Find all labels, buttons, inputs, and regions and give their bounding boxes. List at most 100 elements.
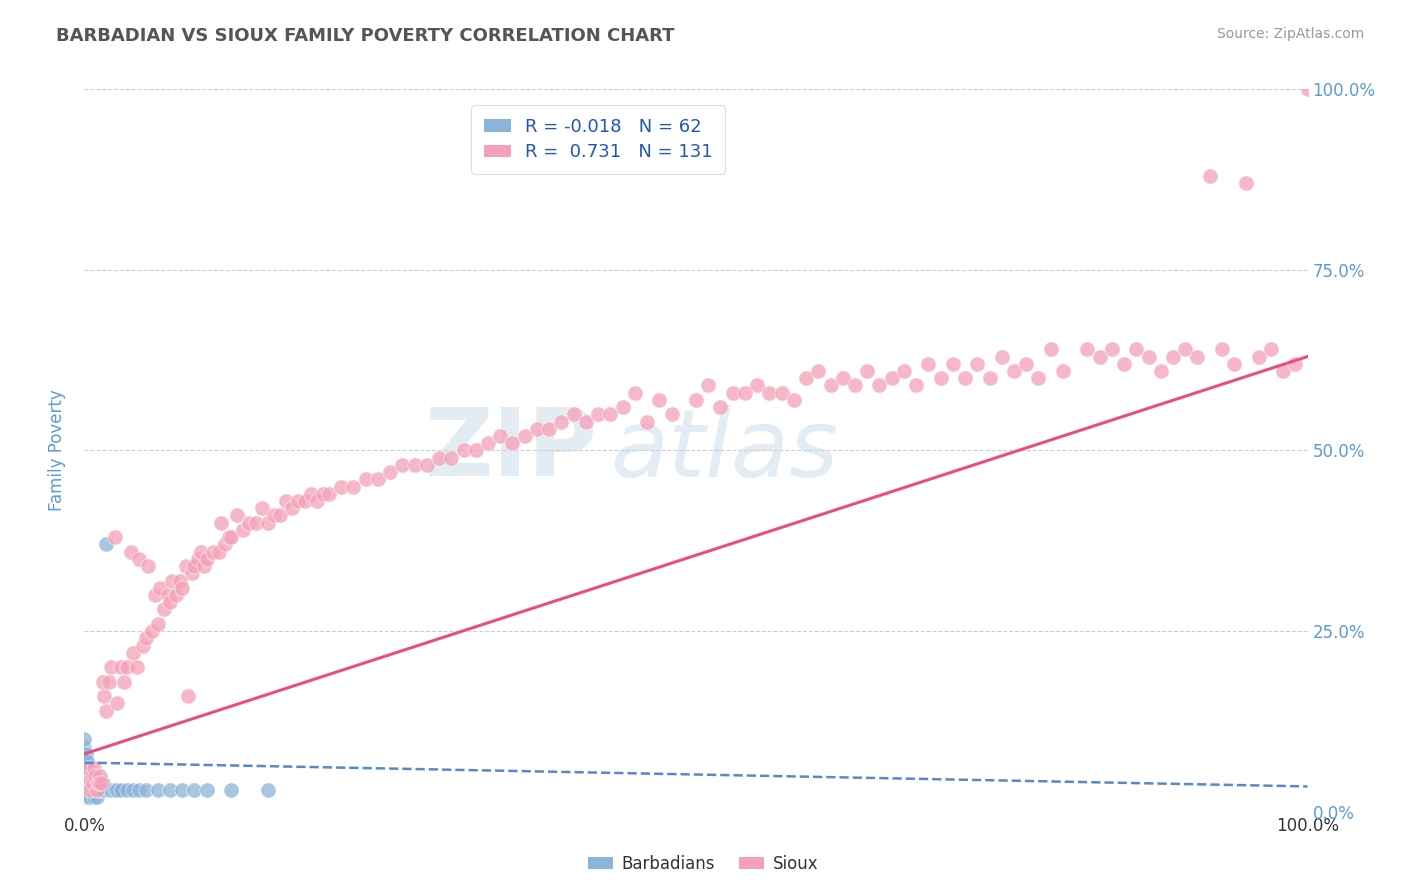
Point	[83, 790, 105, 805]
Point	[367, 472, 389, 486]
Text: atlas: atlas	[610, 405, 838, 496]
Point	[294, 494, 316, 508]
Point	[73, 754, 96, 768]
Point	[747, 378, 769, 392]
Point	[856, 364, 879, 378]
Point	[238, 516, 260, 530]
Point	[966, 357, 988, 371]
Point	[195, 783, 218, 797]
Point	[844, 378, 866, 392]
Point	[636, 415, 658, 429]
Point	[82, 776, 104, 790]
Point	[195, 551, 218, 566]
Point	[75, 790, 97, 805]
Point	[1236, 176, 1258, 190]
Point	[893, 364, 915, 378]
Point	[1150, 364, 1173, 378]
Point	[76, 790, 98, 805]
Point	[1114, 357, 1136, 371]
Point	[391, 458, 413, 472]
Point	[96, 704, 118, 718]
Point	[1101, 343, 1123, 357]
Point	[979, 371, 1001, 385]
Point	[562, 407, 585, 421]
Point	[502, 436, 524, 450]
Point	[93, 783, 115, 797]
Point	[76, 769, 98, 783]
Point	[125, 660, 148, 674]
Point	[146, 783, 169, 797]
Point	[526, 422, 548, 436]
Point	[91, 674, 114, 689]
Point	[73, 761, 96, 775]
Point	[953, 371, 976, 385]
Point	[187, 551, 209, 566]
Point	[128, 783, 150, 797]
Point	[624, 385, 647, 400]
Point	[354, 472, 377, 486]
Point	[880, 371, 903, 385]
Point	[86, 790, 108, 805]
Point	[87, 776, 110, 790]
Point	[312, 487, 335, 501]
Point	[77, 776, 100, 790]
Point	[416, 458, 439, 472]
Point	[153, 602, 176, 616]
Point	[201, 544, 224, 558]
Point	[87, 783, 110, 797]
Point	[1088, 350, 1111, 364]
Point	[612, 400, 634, 414]
Point	[105, 783, 128, 797]
Point	[489, 429, 512, 443]
Point	[112, 674, 135, 689]
Point	[100, 660, 122, 674]
Point	[538, 422, 561, 436]
Point	[77, 761, 100, 775]
Point	[115, 660, 138, 674]
Point	[73, 747, 96, 761]
Point	[76, 754, 98, 768]
Point	[661, 407, 683, 421]
Point	[77, 783, 100, 797]
Point	[73, 769, 96, 783]
Point	[575, 415, 598, 429]
Point	[132, 639, 155, 653]
Point	[90, 783, 112, 797]
Point	[550, 415, 572, 429]
Point	[1015, 357, 1038, 371]
Point	[135, 783, 157, 797]
Point	[115, 783, 138, 797]
Point	[330, 480, 353, 494]
Point	[183, 783, 205, 797]
Point	[917, 357, 939, 371]
Point	[721, 385, 744, 400]
Point	[287, 494, 309, 508]
Point	[1284, 357, 1306, 371]
Point	[73, 783, 96, 797]
Point	[770, 385, 793, 400]
Point	[1137, 350, 1160, 364]
Text: ZIP: ZIP	[425, 404, 598, 497]
Point	[1125, 343, 1147, 357]
Point	[83, 783, 105, 797]
Point	[77, 769, 100, 783]
Point	[76, 769, 98, 783]
Point	[783, 392, 806, 407]
Point	[110, 660, 132, 674]
Point	[86, 783, 108, 797]
Point	[120, 544, 142, 558]
Point	[143, 588, 166, 602]
Point	[73, 776, 96, 790]
Point	[1198, 169, 1220, 183]
Point	[190, 544, 212, 558]
Point	[1028, 371, 1050, 385]
Point	[82, 783, 104, 797]
Point	[76, 776, 98, 790]
Point	[208, 544, 231, 558]
Point	[1002, 364, 1025, 378]
Point	[404, 458, 426, 472]
Point	[193, 559, 215, 574]
Point	[100, 783, 122, 797]
Point	[820, 378, 842, 392]
Point	[174, 559, 197, 574]
